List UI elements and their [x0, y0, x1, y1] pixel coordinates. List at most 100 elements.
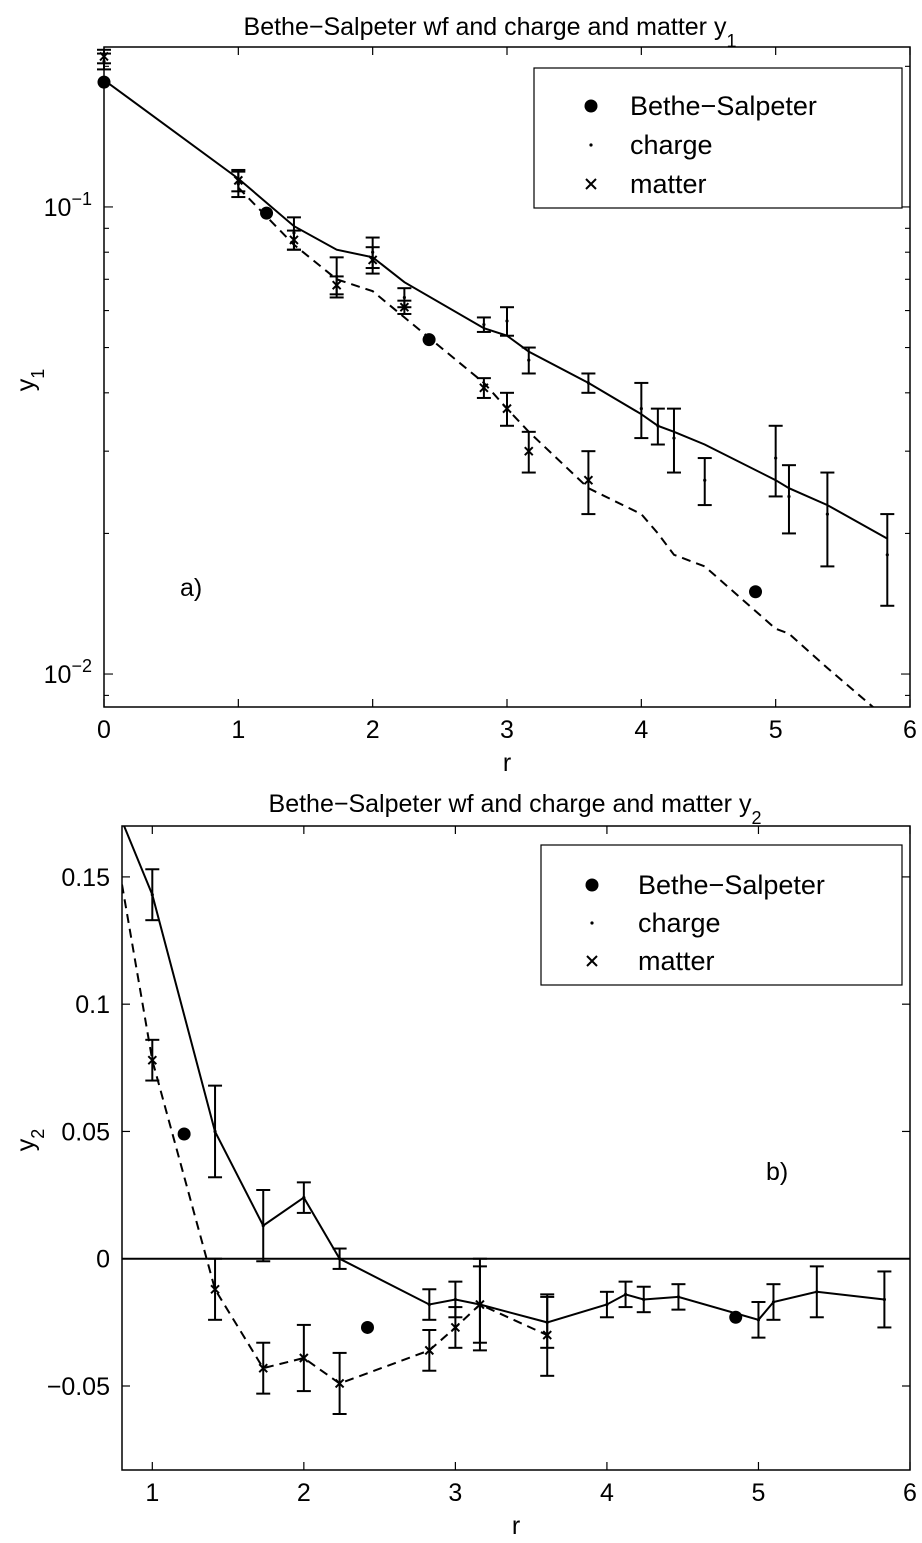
panel-a-y-tick-label: 10−2	[44, 656, 92, 689]
panel-a-x-tick-label: 2	[366, 716, 380, 744]
panel-a-x-axis-label: r	[503, 749, 511, 777]
panel-b-charge-point	[676, 1295, 681, 1299]
panel-b-matter-point	[147, 1055, 158, 1065]
panel-a-legend-label-charge: charge	[630, 130, 713, 160]
panel-b-matter-point	[258, 1363, 268, 1373]
panel-a-charge-point	[774, 456, 778, 460]
panel-b-charge-point	[882, 1297, 886, 1302]
panel-b-charge-point	[261, 1224, 265, 1228]
panel-b-lines	[122, 826, 910, 1385]
panel-b-matter-point	[424, 1345, 435, 1356]
panel-a-charge-point	[505, 319, 509, 323]
panel-b-matter-point	[475, 1299, 485, 1310]
panel-a-x-tick-label: 5	[769, 716, 783, 744]
panel-a-charge-point	[825, 512, 829, 516]
panel-a-bs-point	[749, 585, 763, 599]
panel-b-charge-point	[756, 1318, 761, 1322]
panel-b-title-main: Bethe−Salpeter wf and charge and matter …	[269, 790, 752, 818]
panel-a-legend-box	[533, 67, 903, 209]
panel-a-y-tick-label: 10−1	[44, 189, 92, 222]
panel-b-matter-point	[210, 1284, 220, 1294]
panel-b-legend-box	[540, 844, 903, 986]
panel-b-matter-point	[450, 1322, 461, 1333]
panel-b-bs-point	[177, 1127, 191, 1141]
panel-a-x-tick-label: 6	[903, 716, 917, 744]
panel-b-charge-point	[453, 1297, 457, 1302]
panel-b-legend-marker-point	[590, 921, 594, 925]
panel-b-x-tick-label: 1	[145, 1479, 159, 1507]
panel-b-y-label-main: y	[12, 1138, 40, 1151]
panel-b-ticks	[122, 826, 911, 1470]
panel-b-x-tick-label: 2	[297, 1479, 311, 1507]
panel-a-charge-point	[787, 494, 791, 499]
panel-b-charge-point	[642, 1297, 646, 1302]
panel-a-ticks	[103, 47, 911, 707]
panel-b-y-tick-label: 0.1	[75, 991, 110, 1019]
panel-a-point-errorbar	[768, 424, 783, 498]
panel-a-x-tick-label: 4	[634, 716, 648, 744]
panel-b-dashed-line	[122, 884, 548, 1385]
panel-a-matter-point	[524, 446, 534, 456]
panel-a-charge-point	[656, 424, 660, 428]
panel-a-title-sub: 1	[726, 31, 736, 51]
panel-a-charge-point	[672, 436, 676, 440]
panel-b-y-axis-label: y2	[12, 1129, 48, 1152]
panel-b-charge-point	[771, 1300, 776, 1304]
panel-b-charge-point	[338, 1257, 342, 1261]
panel-a-legend-marker-point	[589, 143, 593, 147]
panel-b-y-label-sub: 2	[28, 1129, 48, 1139]
panel-b-x-tick-labels: 1 2 3 4 5 6	[145, 1479, 917, 1507]
panel-a-matter-point	[289, 235, 299, 245]
panel-a-legend: Bethe−Salpeter charge matter	[533, 67, 903, 209]
panel-b-charge-point	[150, 893, 154, 897]
panel-a-matter-point	[479, 383, 489, 393]
panel-b-legend-label-matter: matter	[638, 946, 715, 976]
panel-b-y-tick-label: 0	[96, 1246, 110, 1274]
panel-a-x-tick-label: 3	[500, 716, 514, 744]
panel-a-title-main: Bethe−Salpeter wf and charge and matter …	[244, 13, 727, 41]
panel-b-legend-marker-x	[586, 955, 598, 967]
panel-b-marks	[145, 868, 892, 1415]
panel-a-y-axis-label: y1	[12, 369, 48, 392]
panel-a-point-errorbar	[666, 407, 681, 474]
panel-b-x-tick-label: 3	[448, 1479, 462, 1507]
panel-a-point-errorbar	[634, 381, 649, 440]
panel-a-y-tick-labels: 10−1 10−2	[44, 189, 92, 689]
panel-a-y-label-main: y	[12, 378, 40, 391]
panel-b-legend-label-charge: charge	[638, 908, 721, 938]
panel-b-y-tick-label: 0.05	[61, 1118, 110, 1146]
panel-a-point-errorbar	[781, 464, 796, 535]
panel-b-legend: Bethe−Salpeter charge matter	[540, 844, 903, 986]
panel-a-legend-label-matter: matter	[630, 169, 707, 199]
panel-a-matter-point	[331, 280, 342, 290]
panel-a-charge-point	[527, 358, 531, 362]
panel-b-solid-line	[123, 826, 885, 1324]
panel-b-y-tick-label: −0.05	[47, 1373, 110, 1401]
panel-b-x-tick-label: 6	[903, 1479, 917, 1507]
panel-b-matter-point	[542, 1330, 552, 1340]
panel-b-bs-point	[729, 1310, 743, 1324]
panel-a-matter-point	[399, 302, 410, 312]
panel-b-title: Bethe−Salpeter wf and charge and matter …	[269, 790, 762, 828]
panel-a-x-tick-label: 0	[97, 716, 111, 744]
panel-a-title: Bethe−Salpeter wf and charge and matter …	[244, 13, 737, 51]
panel-b-x-tick-label: 4	[600, 1479, 614, 1507]
panel-a-point-errorbar	[820, 471, 835, 568]
panel-a-matter-point	[583, 475, 594, 485]
panel-b-charge-point	[605, 1302, 609, 1307]
panel-a-point-errorbar	[880, 513, 895, 607]
panel-a-x-tick-label: 1	[231, 716, 245, 744]
panel-b: Bethe−Salpeter wf and charge and matter …	[12, 790, 917, 1540]
panel-a-legend-marker-dot	[584, 99, 598, 113]
panel-b-matter-point	[299, 1353, 309, 1363]
panel-b-y-tick-labels: −0.05 0 0.05 0.1 0.15	[47, 864, 110, 1401]
panel-b-label: b)	[766, 1158, 788, 1186]
panel-a-bs-point	[260, 206, 274, 220]
panel-a-charge-point	[482, 322, 486, 327]
panel-a-bs-point	[422, 333, 436, 347]
panel-b-legend-label-bs: Bethe−Salpeter	[638, 870, 825, 900]
panel-b-charge-point	[213, 1129, 217, 1134]
panel-a-legend-label-bs: Bethe−Salpeter	[630, 91, 817, 121]
panel-b-charge-point	[427, 1302, 431, 1307]
